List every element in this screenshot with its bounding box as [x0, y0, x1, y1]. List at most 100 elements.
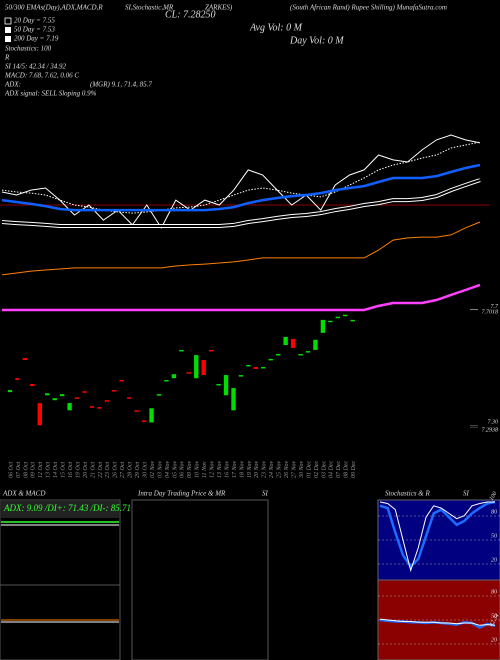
y-tick-label: 80 — [491, 589, 497, 595]
candle — [179, 349, 184, 352]
candle — [127, 397, 132, 399]
x-tick-label: 24 Nov — [268, 460, 275, 478]
x-tick-label: 23 Oct — [105, 462, 111, 478]
x-tick-label: 09 Oct — [31, 462, 37, 478]
candle — [112, 390, 117, 392]
x-tick-label: 19 Nov — [247, 460, 253, 478]
annotation: 20 Day = 7.55 — [14, 17, 55, 25]
candle — [134, 410, 139, 412]
x-tick-label: 06 Oct — [8, 462, 14, 478]
line-series — [379, 501, 495, 573]
line-series — [1, 163, 481, 212]
candle — [45, 393, 50, 396]
line-series — [1, 141, 481, 214]
x-tick-label: 03 Nov — [157, 460, 163, 478]
x-tick-label: 08 Oct — [23, 462, 29, 478]
annotation: ADX signal: SELL Sloping 0.9% — [4, 90, 97, 98]
x-tick-label: 27 Nov — [291, 460, 297, 478]
y-tick-label: 20 — [491, 557, 497, 563]
annotation: MACD: 7.68, 7.62, 0.06 C — [4, 72, 79, 80]
candle — [238, 375, 244, 377]
panel-frame — [131, 499, 269, 660]
candle — [7, 390, 13, 393]
x-tick-label: 13 Oct — [46, 462, 52, 478]
candle — [97, 407, 102, 409]
candle — [201, 360, 206, 376]
x-tick-label: 05 Nov — [172, 460, 178, 478]
x-tick-label: 28 Oct — [128, 462, 134, 478]
candle — [22, 358, 28, 361]
panel-title: ADX & MACD — [2, 490, 45, 498]
candle — [276, 353, 281, 356]
candle — [268, 358, 273, 361]
x-tick-label: 20 Oct — [83, 462, 89, 478]
panel-subtitle: SI — [262, 490, 269, 498]
candle — [320, 319, 326, 333]
x-tick-label: 12 Oct — [38, 462, 44, 478]
annotation: SI 14/5: 42.34 / 34.92 — [5, 63, 67, 71]
x-tick-label: 23 Nov — [262, 460, 268, 478]
x-tick-label: 11 Nov — [202, 461, 208, 478]
legend-box — [5, 27, 11, 33]
candle — [216, 384, 221, 386]
candle — [283, 336, 288, 346]
candle — [164, 379, 169, 382]
x-tick-label: 07 Oct — [16, 462, 22, 478]
y-tick-label: 7.7 — [491, 304, 500, 310]
annotation: Day Vol: 0 M — [289, 35, 344, 46]
x-tick-label: 21 Oct — [90, 462, 96, 478]
candle — [156, 394, 162, 396]
x-tick-label: 07 Dec — [336, 461, 342, 478]
annotation: R — [4, 54, 10, 62]
adx-stats: ADX: 9.09 /DI+: 71.43 /DI-: 85.71 — [3, 503, 131, 513]
candle — [74, 397, 80, 399]
value-label: 100 — [489, 491, 499, 502]
x-tick-label: 25 Nov — [277, 460, 283, 478]
panel-title: Stochastics & R — [385, 490, 430, 498]
line-series — [1, 221, 481, 276]
candle — [82, 391, 87, 393]
candle — [350, 319, 355, 322]
candle — [37, 403, 42, 426]
x-tick-label: 16 Oct — [68, 462, 74, 478]
line-series — [379, 500, 496, 569]
candle — [305, 351, 311, 353]
annotation: ZARKES) — [205, 4, 233, 12]
y-tick-label: 50 — [491, 533, 497, 539]
annotation: 50 Day = 7.53 — [14, 26, 55, 34]
candle — [15, 378, 20, 380]
x-tick-label: 10 Nov — [195, 460, 201, 478]
candle — [290, 338, 296, 348]
x-tick-label: 30 Oct — [142, 462, 148, 479]
candle — [52, 398, 57, 401]
x-tick-label: 12 Nov — [210, 460, 216, 478]
x-tick-label: 02 Nov — [150, 460, 156, 478]
x-tick-label: 09 Dec — [351, 461, 357, 478]
panel-subtitle: SI — [463, 490, 470, 498]
x-tick-label: 04 Nov — [164, 460, 171, 478]
candle — [171, 374, 177, 379]
legend-box — [5, 36, 11, 42]
line-series — [379, 618, 496, 626]
x-tick-label: 03 Dec — [321, 461, 327, 478]
candle — [119, 379, 124, 382]
y-tick-label: 7.7018 — [482, 310, 499, 316]
line-series-inner — [1, 179, 481, 227]
x-tick-label: 26 Oct — [113, 462, 119, 478]
annotation: 50/300 EMAs(Day),ADX,MACD,R — [5, 4, 103, 12]
candle — [313, 339, 318, 350]
candle — [246, 364, 251, 367]
annotation: (South African Rand) Rupee Shilling) Mun… — [290, 4, 447, 12]
annotation: 200 Day = 7.19 — [14, 35, 59, 43]
candle — [194, 355, 199, 379]
x-tick-label: 16 Nov — [224, 460, 230, 478]
y-tick-label: 7.2938 — [482, 427, 499, 433]
x-tick-label: 01 Dec — [306, 461, 312, 478]
candle — [343, 314, 348, 317]
annotation: Avg Vol: 0 M — [249, 22, 303, 33]
candle — [30, 384, 35, 387]
x-tick-label: 17 Nov — [232, 460, 238, 478]
x-tick-label: 29 Oct — [135, 462, 141, 478]
x-tick-label: 08 Dec — [344, 461, 350, 478]
